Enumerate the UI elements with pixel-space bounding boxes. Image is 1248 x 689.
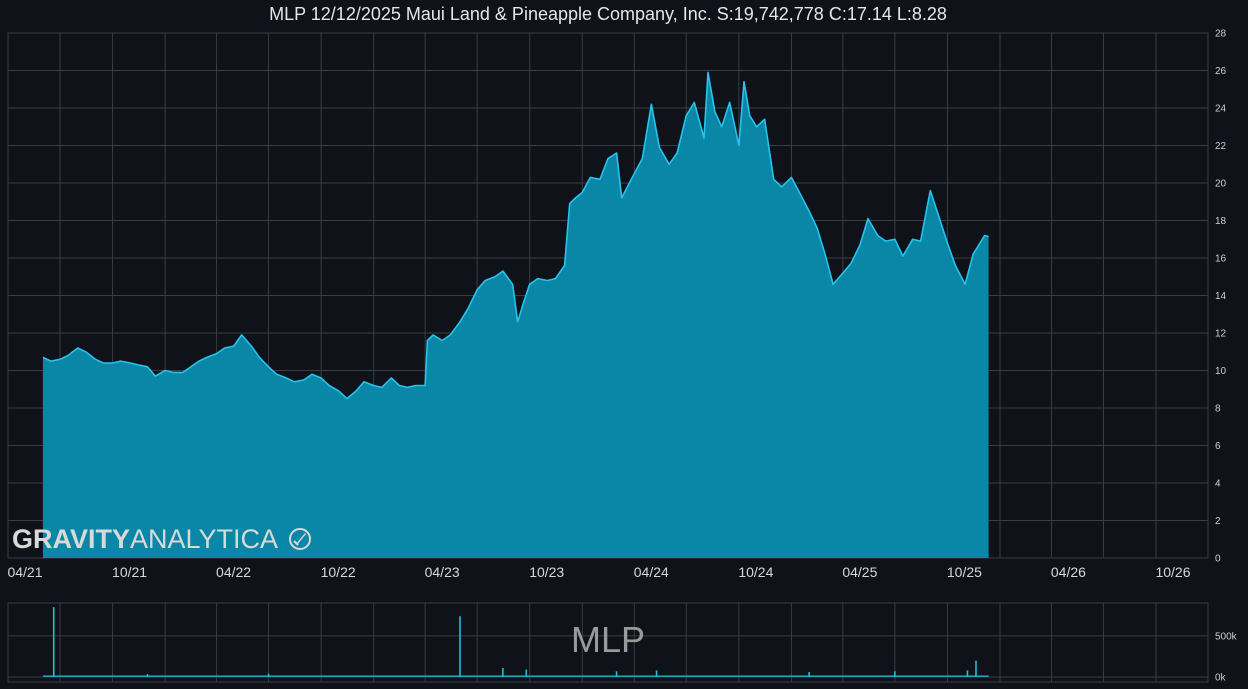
volume-bar — [655, 670, 658, 677]
volume-bar — [894, 671, 896, 677]
x-tick-label: 10/23 — [529, 564, 564, 580]
y-tick-label: 6 — [1215, 441, 1221, 452]
y-tick-label: 26 — [1215, 66, 1227, 77]
logo-light: ANALYTICA — [130, 524, 278, 554]
volume-y-axis: 0k 500k — [1215, 631, 1238, 683]
chart-title: MLP 12/12/2025 Maui Land & Pineapple Com… — [269, 4, 947, 24]
x-tick-label: 10/22 — [321, 564, 356, 580]
y-tick-label: 18 — [1215, 216, 1227, 227]
volume-bar — [459, 616, 461, 677]
y-tick-label: 16 — [1215, 254, 1227, 265]
ticker-watermark: MLP — [571, 619, 645, 660]
x-tick-label: 04/21 — [7, 564, 42, 580]
volume-bar — [615, 671, 618, 677]
rocket-logo-icon — [289, 528, 311, 550]
y-tick-label: 24 — [1215, 104, 1227, 115]
volume-bar — [975, 660, 977, 677]
watermark-logo: GRAVITYANALYTICA — [12, 524, 311, 554]
x-tick-label: 04/24 — [634, 564, 669, 580]
price-line — [42, 71, 989, 400]
volume-bar — [146, 674, 149, 677]
x-tick-label: 10/21 — [112, 564, 147, 580]
y-tick-label: 10 — [1215, 366, 1227, 377]
x-tick-label: 10/26 — [1155, 564, 1190, 580]
volume-tick-label: 500k — [1215, 631, 1238, 642]
price-area — [42, 71, 989, 559]
y-tick-label: 4 — [1215, 479, 1221, 490]
volume-bar — [502, 667, 504, 677]
y-tick-label: 22 — [1215, 141, 1227, 152]
volume-bar — [808, 672, 810, 677]
volume-bar — [267, 673, 270, 677]
logo-bold: GRAVITY — [12, 524, 130, 554]
volume-tick-label: 0k — [1215, 673, 1227, 684]
volume-bars — [42, 607, 989, 677]
y-tick-label: 2 — [1215, 516, 1221, 527]
volume-bar — [966, 670, 969, 677]
y-tick-label: 14 — [1215, 291, 1227, 302]
y-tick-label: 8 — [1215, 404, 1221, 415]
x-tick-label: 04/26 — [1051, 564, 1086, 580]
y-tick-label: 0 — [1215, 554, 1221, 565]
x-tick-label: 04/25 — [842, 564, 877, 580]
price-area-fill — [42, 72, 989, 559]
y-tick-label: 20 — [1215, 179, 1227, 190]
volume-baseline — [42, 675, 989, 677]
y-tick-label: 28 — [1215, 29, 1227, 40]
x-tick-label: 10/25 — [947, 564, 982, 580]
x-tick-label: 04/22 — [216, 564, 251, 580]
x-tick-label: 10/24 — [738, 564, 773, 580]
volume-frame — [7, 602, 1209, 683]
volume-bar — [52, 607, 55, 677]
volume-bar — [525, 669, 528, 677]
date-x-axis: 04/21 10/21 04/22 10/22 04/23 10/23 04/24 10/24… — [7, 564, 1190, 580]
x-tick-label: 04/23 — [425, 564, 460, 580]
y-tick-label: 12 — [1215, 329, 1227, 340]
logo-text: GRAVITYANALYTICA — [12, 524, 278, 554]
